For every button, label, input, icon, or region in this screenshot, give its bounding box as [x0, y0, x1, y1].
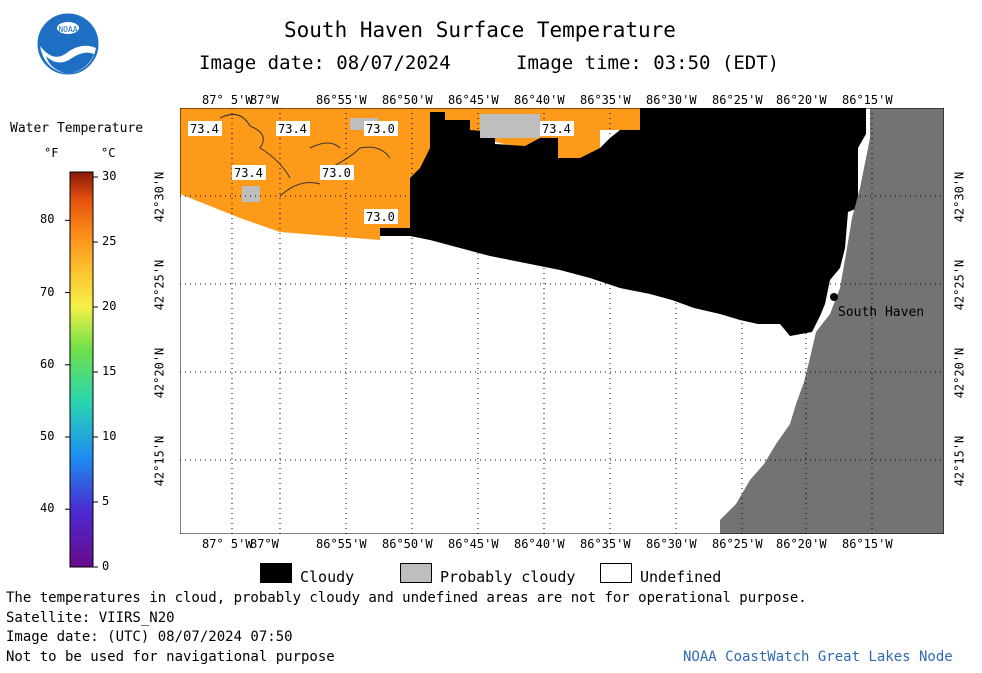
temperature-label: 73.4	[188, 121, 222, 136]
lon-label-top: 86°50'W	[382, 93, 433, 107]
probably-cloudy-patch	[480, 114, 540, 138]
noaa-logo: NOAA	[36, 12, 100, 76]
lat-label-right: 42°25'N	[952, 259, 967, 311]
colorbar-f-tick: 40	[40, 501, 55, 516]
lat-label-left: 42°25'N	[152, 259, 167, 311]
lon-label-top: 86°30'W	[646, 93, 697, 107]
colorbar-c-tick: 30	[102, 169, 117, 183]
svg-text:73.4: 73.4	[542, 122, 571, 136]
lon-label-top: 86°40'W	[514, 93, 565, 107]
lon-label-bottom: 86°15'W	[842, 537, 893, 551]
colorbar-c-tick: 15	[102, 364, 117, 378]
satellite-info: Satellite: VIIRS_N20	[6, 610, 175, 626]
cloudy-area	[380, 108, 866, 336]
lon-label-top: 86°35'W	[580, 93, 631, 107]
lat-label-right: 42°20'N	[952, 347, 967, 399]
legend-cloudy-swatch	[260, 563, 292, 583]
lat-label-left: 42°20'N	[152, 347, 167, 399]
colorbar-f-tick: 70	[40, 284, 55, 299]
lon-label-top: 87° 5'W	[202, 93, 253, 107]
colorbar-f-tick: 50	[40, 429, 55, 443]
lon-label-bottom: 86°40'W	[514, 537, 565, 551]
lat-label-left: 42°30'N	[152, 171, 167, 223]
lat-label-right: 42°30'N	[952, 171, 967, 223]
svg-text:73.0: 73.0	[366, 122, 395, 136]
lat-label-left: 42°15'N	[152, 435, 167, 487]
temperature-label: 73.4	[276, 121, 310, 136]
lat-label-right: 42°15'N	[952, 435, 967, 487]
svg-text:73.4: 73.4	[278, 122, 307, 136]
colorbar-f-tick: 60	[40, 356, 55, 371]
colorbar-c-tick: 20	[102, 299, 117, 313]
colorbar-c-tick: 10	[102, 429, 117, 443]
temperature-label: 73.0	[364, 121, 398, 136]
colorbar-c-tick: 25	[102, 234, 117, 248]
page-title: South Haven Surface Temperature	[284, 18, 676, 42]
contour-line	[219, 113, 391, 197]
sst-map: 73.4 73.4 73.0 73.4 73.4 73.0 73.0 South Haven	[180, 108, 944, 534]
warm-water-area	[180, 108, 430, 240]
lon-label-bottom: 86°20'W	[776, 537, 827, 551]
lon-label-top: 87°W	[250, 93, 279, 107]
noaa-logo-text: NOAA	[58, 25, 77, 34]
legend-undefined-swatch	[600, 563, 632, 583]
city-label: South Haven	[838, 305, 924, 320]
lon-label-bottom: 86°50'W	[382, 537, 433, 551]
svg-text:73.0: 73.0	[366, 210, 395, 224]
utc-date: Image date: (UTC) 08/07/2024 07:50	[6, 629, 293, 645]
lon-label-top: 86°25'W	[712, 93, 763, 107]
svg-text:73.4: 73.4	[190, 122, 219, 136]
lon-label-top: 86°55'W	[316, 93, 367, 107]
image-time: Image time: 03:50 (EDT)	[516, 52, 780, 74]
lon-label-bottom: 86°45'W	[448, 537, 499, 551]
legend-probably-cloudy-label: Probably cloudy	[440, 568, 576, 586]
temperature-label: 73.0	[320, 165, 354, 180]
image-date: Image date: 08/07/2024	[199, 52, 451, 74]
colorbar-unit-c: °C	[101, 146, 116, 160]
temperature-label: 73.0	[364, 209, 398, 224]
lon-label-top: 86°45'W	[448, 93, 499, 107]
lon-label-top: 86°15'W	[842, 93, 893, 107]
credit-link[interactable]: NOAA CoastWatch Great Lakes Node	[683, 649, 953, 665]
lon-label-bottom: 86°55'W	[316, 537, 367, 551]
legend-cloudy-label: Cloudy	[300, 568, 355, 586]
svg-text:73.0: 73.0	[322, 166, 351, 180]
lon-label-bottom: 87°W	[250, 537, 279, 551]
colorbar	[65, 171, 98, 568]
colorbar-c-tick: 0	[102, 559, 110, 573]
disclaimer: The temperatures in cloud, probably clou…	[6, 590, 807, 606]
colorbar-gradient	[69, 171, 94, 568]
colorbar-c-tick: 5	[102, 494, 110, 508]
nav-warning: Not to be used for navigational purpose	[6, 649, 335, 665]
lon-label-top: 86°20'W	[776, 93, 827, 107]
temperature-label: 73.4	[232, 165, 266, 180]
temperature-label: 73.4	[540, 121, 574, 136]
land-area	[720, 108, 944, 534]
legend-probably-cloudy-swatch	[400, 563, 432, 583]
colorbar-f-tick: 80	[40, 212, 55, 227]
legend-undefined-label: Undefined	[640, 568, 722, 586]
lon-label-bottom: 86°25'W	[712, 537, 763, 551]
south-haven-marker	[830, 293, 838, 301]
colorbar-title: Water Temperature	[10, 121, 144, 136]
colorbar-unit-f: °F	[44, 146, 59, 160]
probably-cloudy-patch	[242, 186, 260, 202]
lon-label-bottom: 86°30'W	[646, 537, 697, 551]
lon-label-bottom: 87° 5'W	[202, 537, 253, 551]
svg-text:73.4: 73.4	[234, 166, 263, 180]
lon-label-bottom: 86°35'W	[580, 537, 631, 551]
